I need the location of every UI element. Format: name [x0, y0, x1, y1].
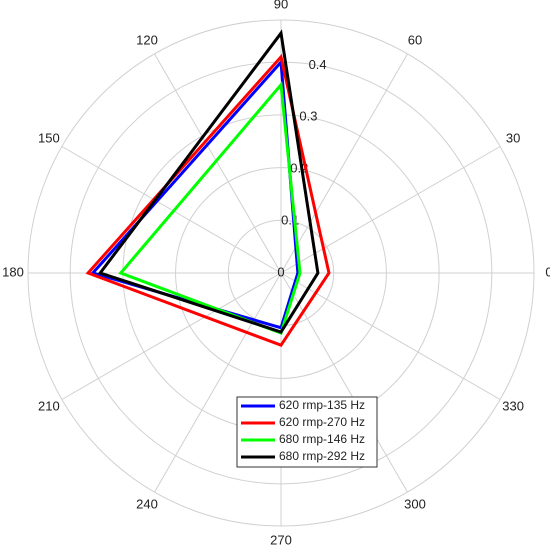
legend-label: 620 rmp-270 Hz	[279, 415, 365, 429]
legend-label: 680 rmp-292 Hz	[279, 449, 365, 463]
theta-tick-label: 240	[136, 497, 158, 512]
r-tick-label: 0.4	[309, 57, 327, 72]
legend-label: 680 rmp-146 Hz	[279, 432, 365, 446]
grid-spoke	[280, 53, 408, 274]
theta-tick-label: 300	[404, 497, 426, 512]
theta-tick-label: 60	[408, 32, 422, 47]
theta-tick-label: 90	[274, 0, 288, 11]
legend-label: 620 rmp-135 Hz	[279, 398, 365, 412]
grid-spoke	[280, 272, 501, 400]
theta-tick-label: 0	[545, 264, 550, 279]
grid-spoke	[154, 53, 282, 274]
legend: 620 rmp-135 Hz 620 rmp-270 Hz 680 rmp-146 …	[236, 396, 378, 468]
grid-spoke	[280, 272, 408, 493]
legend-box	[236, 396, 378, 468]
grid-spoke	[280, 146, 501, 274]
theta-tick-label: 180	[2, 264, 24, 279]
series-line	[118, 81, 302, 336]
grid-spoke	[61, 146, 282, 274]
grid-spoke	[154, 272, 282, 493]
r-tick-label: 0	[277, 264, 284, 279]
theta-tick-label: 30	[506, 130, 520, 145]
theta-tick-label: 270	[270, 532, 292, 545]
grid-spoke	[61, 272, 282, 400]
theta-tick-label: 330	[502, 398, 524, 413]
series-line	[97, 29, 320, 334]
theta-tick-label: 120	[136, 32, 158, 47]
theta-tick-label: 210	[38, 398, 60, 413]
r-tick-label: 0.3	[299, 109, 317, 124]
theta-tick-label: 150	[38, 130, 60, 145]
